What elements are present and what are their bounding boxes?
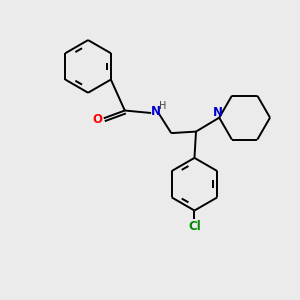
Text: N: N bbox=[151, 105, 161, 118]
Text: H: H bbox=[159, 101, 166, 111]
Text: N: N bbox=[213, 106, 223, 118]
Text: Cl: Cl bbox=[188, 220, 201, 232]
Text: O: O bbox=[92, 113, 102, 126]
